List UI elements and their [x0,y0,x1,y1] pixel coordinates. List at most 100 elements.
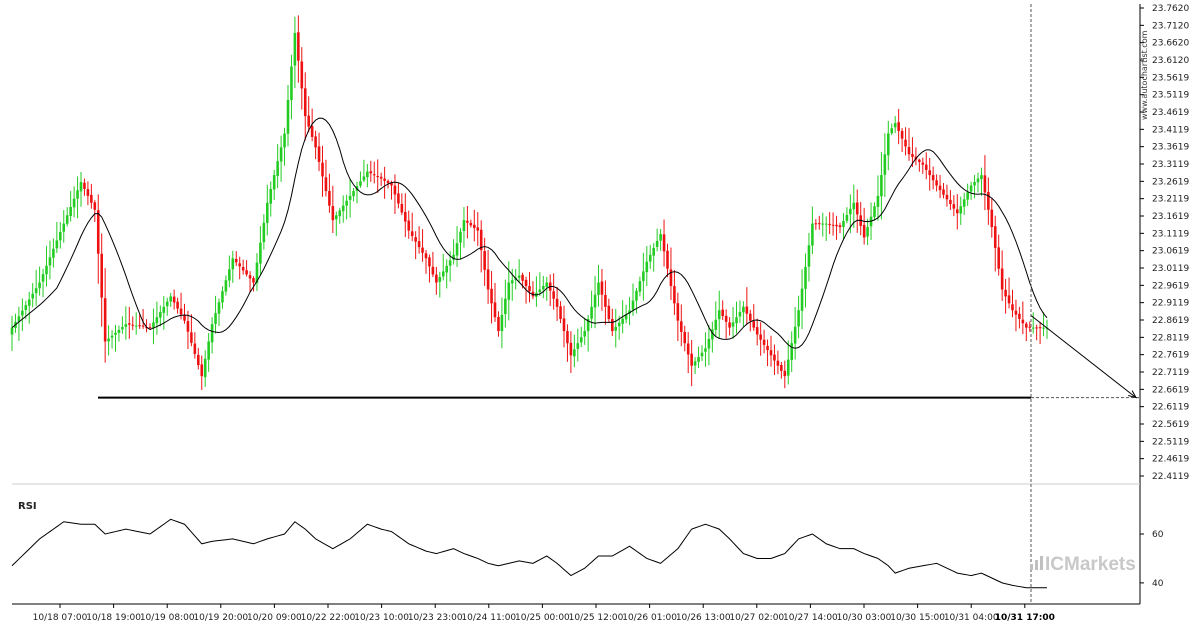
candle-up [642,271,645,281]
candle-up [335,215,338,220]
candle-up [69,206,72,217]
candle-down [331,206,335,221]
candle-up [742,306,745,313]
candle-up [969,185,973,192]
candle-up [852,202,856,210]
candle-up [52,248,55,258]
candle-up [576,343,580,349]
candle-up [593,294,597,308]
candle-up [842,221,845,227]
candle-up [459,231,462,243]
candle-up [811,223,814,246]
candle-down [479,229,483,251]
candle-up [635,290,638,301]
candle-up [545,282,549,287]
candle-down [431,266,435,275]
candle-down [838,225,842,228]
candle-up [510,280,514,284]
candle-down [987,192,990,210]
candle-down [569,342,573,356]
price-y-tick-label: 22.8619 [1152,316,1189,326]
candle-down [424,253,428,259]
candle-down [1004,289,1007,297]
candle-up [714,319,718,330]
price-y-tick-label: 23.4619 [1152,108,1189,118]
candle-up [980,175,983,180]
candle-down [148,327,152,329]
price-y-tick-label: 23.3619 [1152,143,1189,153]
candle-up [793,326,797,344]
candle-up [17,316,21,322]
candle-down [1011,304,1014,311]
candle-down [414,237,417,242]
candle-down [234,258,238,263]
candle-down [907,146,911,155]
candle-down [469,222,473,226]
candle-down [928,170,931,176]
brand-bar-icon [1040,556,1043,570]
candle-up [210,324,214,343]
candle-up [272,175,276,190]
watermark-text: www.autochartist.com [1140,30,1149,120]
candle-down [131,324,135,326]
price-y-tick-label: 22.9619 [1152,281,1189,291]
x-tick-label: 10/22 22:00 [301,613,356,623]
candle-down [404,211,407,222]
candle-down [690,353,693,366]
candle-down [183,315,186,321]
candle-up [824,223,828,225]
candle-up [31,293,34,299]
candle-down [141,325,145,327]
candle-down [486,269,490,290]
candle-up [517,275,521,278]
x-tick-label: 10/24 11:00 [461,613,516,623]
candle-down [773,354,776,361]
candle-up [638,281,642,292]
candle-up [217,302,221,314]
candle-up [655,240,659,247]
candle-down [172,296,176,303]
candle-up [786,359,790,376]
x-tick-label: 10/20 09:00 [247,613,302,623]
candle-down [814,223,818,225]
candle-up [876,195,880,207]
candle-up [866,227,869,237]
candle-up [438,276,442,282]
x-tick-label: 10/25 00:00 [515,613,570,623]
candle-down [200,364,204,377]
candle-down [1028,326,1032,328]
candle-down [383,178,386,181]
candle-up [583,331,586,337]
rsi-y-tick-label: 60 [1152,530,1164,540]
candle-up [59,232,62,241]
candle-down [855,202,859,215]
candle-up [352,191,355,197]
candle-down [497,316,500,332]
candle-up [873,206,876,217]
forecast-arrow-head [1128,390,1138,399]
candle-up [590,306,593,319]
candle-up [359,181,362,186]
candle-down [483,251,486,270]
candle-down [721,309,724,317]
candle-down [324,177,328,192]
candle-down [390,182,393,186]
candle-down [476,227,480,231]
price-y-tick-label: 22.8119 [1152,333,1189,343]
candle-up [276,161,279,176]
candle-down [1000,268,1004,290]
candle-up [883,154,887,175]
candle-up [614,326,618,331]
candle-up [207,341,210,360]
candle-down [410,231,414,237]
candle-up [462,220,466,232]
candle-up [269,188,273,204]
candle-down [238,263,241,267]
candle-down [938,185,942,191]
price-y-tick-label: 22.5619 [1152,420,1189,430]
price-y-tick-label: 22.4119 [1152,472,1189,482]
candle-up [700,352,704,357]
x-tick-label: 10/31 04:00 [944,613,999,623]
candle-down [1014,310,1018,315]
